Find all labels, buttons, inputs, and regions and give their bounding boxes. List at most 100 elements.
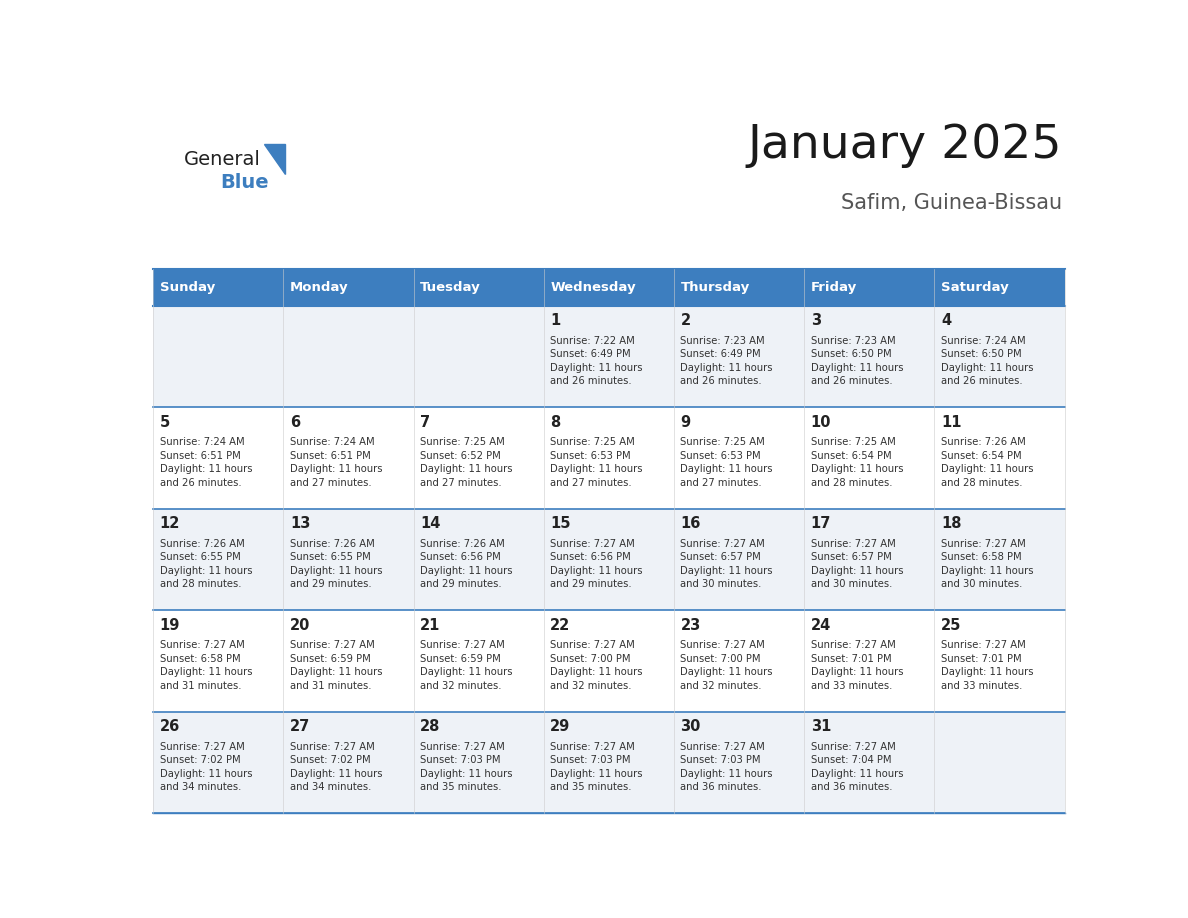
Bar [935, 610, 1064, 712]
Bar [283, 269, 413, 306]
Text: 3: 3 [810, 313, 821, 328]
Text: Blue: Blue [220, 174, 268, 193]
Text: 14: 14 [421, 516, 441, 531]
Text: 26: 26 [159, 719, 179, 734]
Text: Sunrise: 7:27 AM
Sunset: 7:00 PM
Daylight: 11 hours
and 32 minutes.: Sunrise: 7:27 AM Sunset: 7:00 PM Dayligh… [681, 640, 773, 691]
Bar [674, 509, 804, 610]
Bar [283, 712, 413, 813]
Bar [804, 509, 935, 610]
Text: Sunrise: 7:27 AM
Sunset: 6:58 PM
Daylight: 11 hours
and 30 minutes.: Sunrise: 7:27 AM Sunset: 6:58 PM Dayligh… [941, 539, 1034, 589]
Text: Sunrise: 7:25 AM
Sunset: 6:52 PM
Daylight: 11 hours
and 27 minutes.: Sunrise: 7:25 AM Sunset: 6:52 PM Dayligh… [421, 437, 512, 488]
Text: Sunrise: 7:27 AM
Sunset: 7:02 PM
Daylight: 11 hours
and 34 minutes.: Sunrise: 7:27 AM Sunset: 7:02 PM Dayligh… [159, 742, 252, 792]
Bar [935, 269, 1064, 306]
Bar [544, 712, 674, 813]
Text: Sunrise: 7:27 AM
Sunset: 7:01 PM
Daylight: 11 hours
and 33 minutes.: Sunrise: 7:27 AM Sunset: 7:01 PM Dayligh… [810, 640, 903, 691]
Text: Sunrise: 7:25 AM
Sunset: 6:53 PM
Daylight: 11 hours
and 27 minutes.: Sunrise: 7:25 AM Sunset: 6:53 PM Dayligh… [550, 437, 643, 488]
Text: 5: 5 [159, 415, 170, 430]
Bar [153, 408, 283, 509]
Bar [674, 712, 804, 813]
Bar [544, 306, 674, 408]
Text: 7: 7 [421, 415, 430, 430]
Bar [935, 712, 1064, 813]
Text: Sunrise: 7:26 AM
Sunset: 6:54 PM
Daylight: 11 hours
and 28 minutes.: Sunrise: 7:26 AM Sunset: 6:54 PM Dayligh… [941, 437, 1034, 488]
Text: Sunrise: 7:25 AM
Sunset: 6:53 PM
Daylight: 11 hours
and 27 minutes.: Sunrise: 7:25 AM Sunset: 6:53 PM Dayligh… [681, 437, 773, 488]
Text: 21: 21 [421, 618, 441, 633]
Text: 19: 19 [159, 618, 181, 633]
Bar [935, 509, 1064, 610]
Text: Sunrise: 7:26 AM
Sunset: 6:55 PM
Daylight: 11 hours
and 29 minutes.: Sunrise: 7:26 AM Sunset: 6:55 PM Dayligh… [290, 539, 383, 589]
Text: 1: 1 [550, 313, 561, 328]
Bar [935, 306, 1064, 408]
Text: 23: 23 [681, 618, 701, 633]
Text: 11: 11 [941, 415, 961, 430]
Text: 30: 30 [681, 719, 701, 734]
Text: Sunrise: 7:27 AM
Sunset: 6:57 PM
Daylight: 11 hours
and 30 minutes.: Sunrise: 7:27 AM Sunset: 6:57 PM Dayligh… [681, 539, 773, 589]
Text: Sunrise: 7:27 AM
Sunset: 7:01 PM
Daylight: 11 hours
and 33 minutes.: Sunrise: 7:27 AM Sunset: 7:01 PM Dayligh… [941, 640, 1034, 691]
Bar [935, 408, 1064, 509]
Bar [413, 509, 544, 610]
Text: Sunrise: 7:27 AM
Sunset: 6:59 PM
Daylight: 11 hours
and 31 minutes.: Sunrise: 7:27 AM Sunset: 6:59 PM Dayligh… [290, 640, 383, 691]
Text: Saturday: Saturday [941, 281, 1009, 294]
Polygon shape [264, 144, 285, 174]
Text: 17: 17 [810, 516, 832, 531]
Text: 13: 13 [290, 516, 310, 531]
Text: 22: 22 [550, 618, 570, 633]
Text: Wednesday: Wednesday [550, 281, 636, 294]
Text: Sunrise: 7:24 AM
Sunset: 6:51 PM
Daylight: 11 hours
and 26 minutes.: Sunrise: 7:24 AM Sunset: 6:51 PM Dayligh… [159, 437, 252, 488]
Bar [544, 269, 674, 306]
Text: 16: 16 [681, 516, 701, 531]
Text: Sunrise: 7:27 AM
Sunset: 7:03 PM
Daylight: 11 hours
and 35 minutes.: Sunrise: 7:27 AM Sunset: 7:03 PM Dayligh… [421, 742, 512, 792]
Text: 29: 29 [550, 719, 570, 734]
Text: Tuesday: Tuesday [421, 281, 481, 294]
Text: Friday: Friday [810, 281, 857, 294]
Bar [153, 269, 283, 306]
Text: 4: 4 [941, 313, 952, 328]
Bar [153, 610, 283, 712]
Text: 8: 8 [550, 415, 561, 430]
Text: 28: 28 [421, 719, 441, 734]
Bar [413, 269, 544, 306]
Text: Sunrise: 7:23 AM
Sunset: 6:50 PM
Daylight: 11 hours
and 26 minutes.: Sunrise: 7:23 AM Sunset: 6:50 PM Dayligh… [810, 336, 903, 386]
Bar [153, 509, 283, 610]
Bar [283, 610, 413, 712]
Text: Sunrise: 7:22 AM
Sunset: 6:49 PM
Daylight: 11 hours
and 26 minutes.: Sunrise: 7:22 AM Sunset: 6:49 PM Dayligh… [550, 336, 643, 386]
Bar [283, 408, 413, 509]
Text: 20: 20 [290, 618, 310, 633]
Bar [413, 712, 544, 813]
Text: Sunrise: 7:24 AM
Sunset: 6:50 PM
Daylight: 11 hours
and 26 minutes.: Sunrise: 7:24 AM Sunset: 6:50 PM Dayligh… [941, 336, 1034, 386]
Bar [413, 408, 544, 509]
Text: Sunrise: 7:27 AM
Sunset: 6:58 PM
Daylight: 11 hours
and 31 minutes.: Sunrise: 7:27 AM Sunset: 6:58 PM Dayligh… [159, 640, 252, 691]
Bar [674, 306, 804, 408]
Bar [804, 408, 935, 509]
Bar [674, 408, 804, 509]
Text: General: General [183, 151, 260, 169]
Text: Sunrise: 7:25 AM
Sunset: 6:54 PM
Daylight: 11 hours
and 28 minutes.: Sunrise: 7:25 AM Sunset: 6:54 PM Dayligh… [810, 437, 903, 488]
Bar [804, 306, 935, 408]
Text: Thursday: Thursday [681, 281, 750, 294]
Text: 2: 2 [681, 313, 690, 328]
Text: Sunrise: 7:27 AM
Sunset: 6:56 PM
Daylight: 11 hours
and 29 minutes.: Sunrise: 7:27 AM Sunset: 6:56 PM Dayligh… [550, 539, 643, 589]
Text: Sunrise: 7:27 AM
Sunset: 7:00 PM
Daylight: 11 hours
and 32 minutes.: Sunrise: 7:27 AM Sunset: 7:00 PM Dayligh… [550, 640, 643, 691]
Text: January 2025: January 2025 [747, 123, 1062, 168]
Text: Sunrise: 7:27 AM
Sunset: 7:03 PM
Daylight: 11 hours
and 35 minutes.: Sunrise: 7:27 AM Sunset: 7:03 PM Dayligh… [550, 742, 643, 792]
Text: 10: 10 [810, 415, 832, 430]
Text: 12: 12 [159, 516, 181, 531]
Text: Sunday: Sunday [159, 281, 215, 294]
Bar [544, 408, 674, 509]
Bar [674, 269, 804, 306]
Text: Sunrise: 7:23 AM
Sunset: 6:49 PM
Daylight: 11 hours
and 26 minutes.: Sunrise: 7:23 AM Sunset: 6:49 PM Dayligh… [681, 336, 773, 386]
Text: 31: 31 [810, 719, 832, 734]
Text: Sunrise: 7:26 AM
Sunset: 6:56 PM
Daylight: 11 hours
and 29 minutes.: Sunrise: 7:26 AM Sunset: 6:56 PM Dayligh… [421, 539, 512, 589]
Bar [804, 712, 935, 813]
Text: Sunrise: 7:27 AM
Sunset: 6:57 PM
Daylight: 11 hours
and 30 minutes.: Sunrise: 7:27 AM Sunset: 6:57 PM Dayligh… [810, 539, 903, 589]
Text: Sunrise: 7:24 AM
Sunset: 6:51 PM
Daylight: 11 hours
and 27 minutes.: Sunrise: 7:24 AM Sunset: 6:51 PM Dayligh… [290, 437, 383, 488]
Bar [804, 269, 935, 306]
Text: 24: 24 [810, 618, 830, 633]
Bar [153, 306, 283, 408]
Bar [804, 610, 935, 712]
Bar [674, 610, 804, 712]
Text: 27: 27 [290, 719, 310, 734]
Text: Sunrise: 7:26 AM
Sunset: 6:55 PM
Daylight: 11 hours
and 28 minutes.: Sunrise: 7:26 AM Sunset: 6:55 PM Dayligh… [159, 539, 252, 589]
Text: 9: 9 [681, 415, 690, 430]
Text: 18: 18 [941, 516, 961, 531]
